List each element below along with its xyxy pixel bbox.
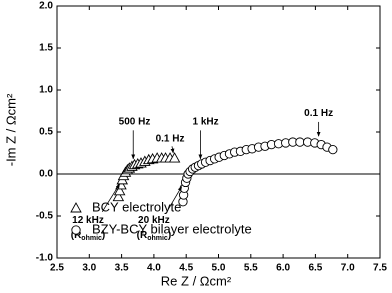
legend-label: BZY-BCY bilayer electrolyte: [92, 221, 252, 236]
y-tick-label: -1.0: [36, 253, 54, 264]
annotation-arrow: [166, 186, 183, 213]
triangle-marker: [112, 190, 125, 202]
y-tick-label: 0.5: [39, 127, 53, 138]
annotation: 0.1 Hz: [304, 108, 333, 119]
circle-marker: [71, 225, 81, 235]
annotation-part: (R: [71, 230, 82, 241]
annotation: 12 kHz: [72, 215, 104, 226]
annotation-sub: ohmic: [147, 235, 168, 242]
circle-marker: [328, 144, 338, 155]
annotation: (Rohmic): [137, 230, 172, 242]
x-tick-label: 4.0: [147, 263, 161, 274]
circle-marker: [295, 137, 305, 147]
y-tick-label: 2.0: [39, 1, 53, 12]
x-tick-label: 3.5: [115, 263, 129, 274]
legend-label: BCY electrolyte: [92, 199, 181, 214]
x-tick-label: 5.5: [244, 263, 258, 274]
x-tick-label: 6.5: [308, 263, 322, 274]
y-tick-label: 0.0: [39, 169, 53, 180]
annotation-part: ): [102, 230, 105, 241]
x-tick-label: 4.5: [179, 263, 193, 274]
y-axis-title: -Im Z / Ωcm²: [3, 93, 18, 166]
annotation-arrow: [170, 146, 175, 154]
annotation-sub: ohmic: [81, 235, 102, 242]
annotation: 0.1 Hz: [156, 133, 185, 144]
x-tick-label: 6.0: [276, 263, 290, 274]
annotation-arrow: [101, 183, 121, 213]
x-tick-label: 3.0: [82, 263, 96, 274]
triangle-marker: [113, 184, 126, 196]
x-tick-label: 7.0: [341, 263, 355, 274]
x-tick-label: 7.5: [373, 263, 387, 274]
annotation: 1 kHz: [193, 117, 219, 128]
annotation-part: (R: [137, 230, 148, 241]
annotation-part: ): [168, 230, 171, 241]
x-tick-label: 5.0: [212, 263, 226, 274]
triangle-marker: [70, 202, 82, 213]
annotation: (Rohmic): [71, 230, 106, 242]
x-tick-label: 2.5: [50, 263, 64, 274]
x-axis-title: Re Z / Ωcm²: [161, 273, 232, 288]
triangle-marker: [168, 152, 181, 163]
annotation: 500 Hz: [119, 117, 151, 128]
y-tick-label: 1.0: [39, 85, 53, 96]
annotation: 20 kHz: [138, 215, 170, 226]
y-tick-label: -0.5: [36, 211, 54, 222]
plot-frame: [56, 5, 381, 259]
y-tick-label: 1.5: [39, 43, 53, 54]
